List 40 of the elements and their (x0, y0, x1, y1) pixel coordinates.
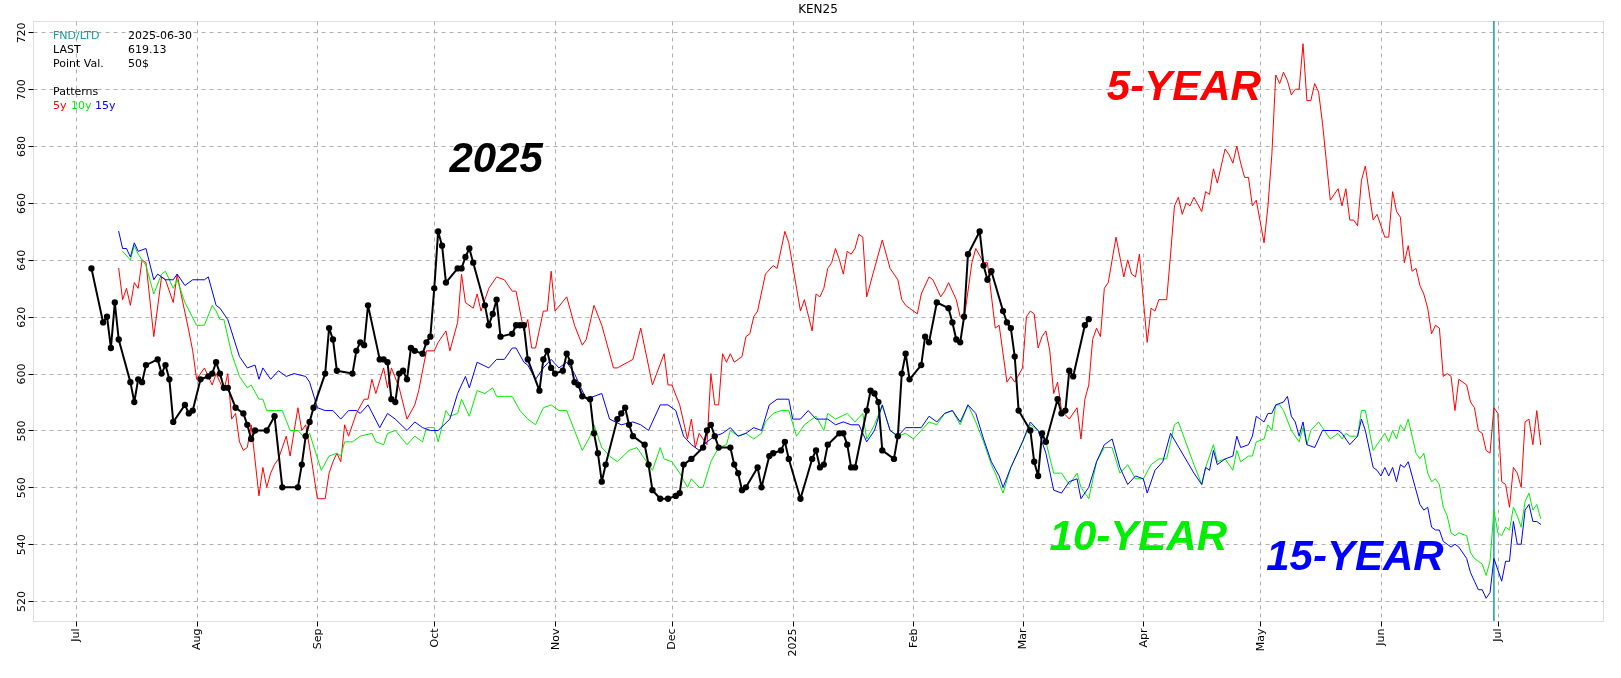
y-tick-label: 640 (14, 249, 28, 271)
y-tick-label: 660 (14, 192, 28, 214)
x-tick-label: Mar (1016, 628, 1030, 650)
x-tick-label: May (1253, 628, 1267, 652)
x-tick-label: Dec (665, 628, 679, 650)
x-tick-label: Feb (906, 628, 920, 648)
annotation: Point Val. (53, 57, 104, 70)
annotation: 2025-06-30 (128, 29, 192, 42)
y-tick-label: 580 (14, 420, 28, 442)
annotation: 619.13 (128, 43, 167, 56)
y-tick-label: 700 (14, 79, 28, 101)
x-tick-label: Jul (69, 628, 83, 643)
x-tick-label: Nov (548, 628, 562, 650)
y-tick-label: 520 (14, 591, 28, 613)
annotation: 5y (53, 99, 67, 112)
x-tick-label: Jun (1374, 628, 1388, 647)
annotation: FND/LTD (53, 29, 100, 42)
y-tick-label: 600 (14, 363, 28, 385)
line-series (118, 43, 1542, 508)
annotation: LAST (53, 43, 81, 56)
y-tick-label: 560 (14, 477, 28, 499)
annotation: Patterns (53, 85, 99, 98)
x-tick-label: Sep (310, 628, 324, 650)
y-tick-label: 540 (14, 534, 28, 556)
chart-title: KEN25 (798, 2, 838, 17)
series-label: 5-YEAR (1106, 62, 1262, 109)
x-tick-label: 2025 (786, 628, 800, 657)
annotation: 15y (95, 99, 116, 112)
y-tick-label: 620 (14, 306, 28, 328)
series-label: 10-YEAR (1049, 512, 1228, 559)
y-tick-label: 680 (14, 136, 28, 158)
series-label: 2025 (448, 134, 544, 181)
y-tick-label: 720 (14, 22, 28, 44)
x-tick-label: Jul (1491, 628, 1505, 643)
x-tick-label: Apr (1136, 628, 1150, 648)
annotation: 10y (71, 99, 92, 112)
x-tick-label: Oct (427, 627, 441, 648)
x-tick-label: Aug (190, 628, 204, 650)
series-label: 15-YEAR (1266, 531, 1445, 579)
annotation: 50$ (128, 57, 149, 70)
